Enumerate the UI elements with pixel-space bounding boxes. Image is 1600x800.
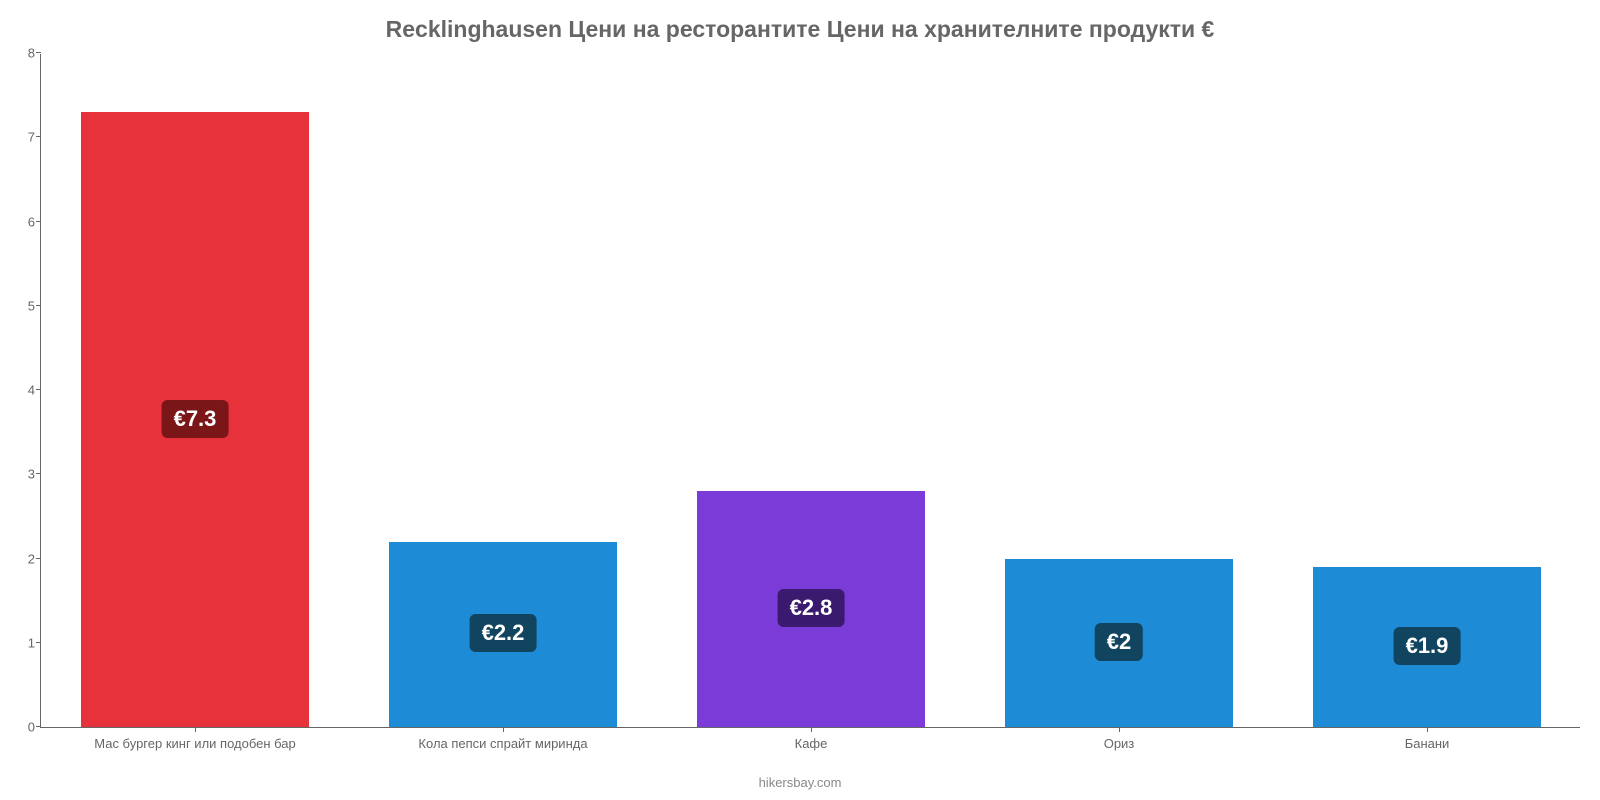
- bar-slot: €2.8Кафе: [657, 54, 965, 727]
- y-tick-mark: [36, 558, 41, 559]
- y-tick-mark: [36, 221, 41, 222]
- value-label: €2: [1095, 623, 1143, 661]
- x-tick-label: Кафе: [657, 736, 965, 751]
- bar-slot: €2Ориз: [965, 54, 1273, 727]
- y-tick-mark: [36, 473, 41, 474]
- y-tick-label: 3: [7, 467, 35, 482]
- value-label: €7.3: [162, 400, 229, 438]
- y-tick-label: 2: [7, 551, 35, 566]
- x-tick-mark: [1427, 727, 1428, 732]
- x-tick-mark: [811, 727, 812, 732]
- y-tick-label: 6: [7, 214, 35, 229]
- plot-area: €7.3Мас бургер кинг или подобен бар€2.2К…: [40, 54, 1580, 728]
- y-tick-label: 5: [7, 298, 35, 313]
- y-tick-mark: [36, 136, 41, 137]
- y-tick-label: 4: [7, 383, 35, 398]
- value-label: €2.2: [470, 614, 537, 652]
- x-tick-label: Кола пепси спрайт миринда: [349, 736, 657, 751]
- chart-title: Recklinghausen Цени на ресторантите Цени…: [0, 16, 1600, 43]
- y-tick-mark: [36, 726, 41, 727]
- value-label: €1.9: [1394, 627, 1461, 665]
- chart-footer: hikersbay.com: [0, 775, 1600, 790]
- x-tick-label: Банани: [1273, 736, 1581, 751]
- y-tick-label: 0: [7, 720, 35, 735]
- x-tick-label: Мас бургер кинг или подобен бар: [41, 736, 349, 751]
- bars-container: €7.3Мас бургер кинг или подобен бар€2.2К…: [41, 54, 1580, 727]
- y-tick-mark: [36, 642, 41, 643]
- bar-slot: €7.3Мас бургер кинг или подобен бар: [41, 54, 349, 727]
- y-tick-mark: [36, 305, 41, 306]
- bar-slot: €1.9Банани: [1273, 54, 1581, 727]
- x-tick-mark: [503, 727, 504, 732]
- x-tick-mark: [1119, 727, 1120, 732]
- price-bar-chart: Recklinghausen Цени на ресторантите Цени…: [0, 0, 1600, 800]
- y-tick-mark: [36, 52, 41, 53]
- x-tick-mark: [195, 727, 196, 732]
- y-tick-label: 8: [7, 46, 35, 61]
- x-tick-label: Ориз: [965, 736, 1273, 751]
- y-tick-label: 1: [7, 635, 35, 650]
- value-label: €2.8: [778, 589, 845, 627]
- bar-slot: €2.2Кола пепси спрайт миринда: [349, 54, 657, 727]
- y-tick-mark: [36, 389, 41, 390]
- y-tick-label: 7: [7, 130, 35, 145]
